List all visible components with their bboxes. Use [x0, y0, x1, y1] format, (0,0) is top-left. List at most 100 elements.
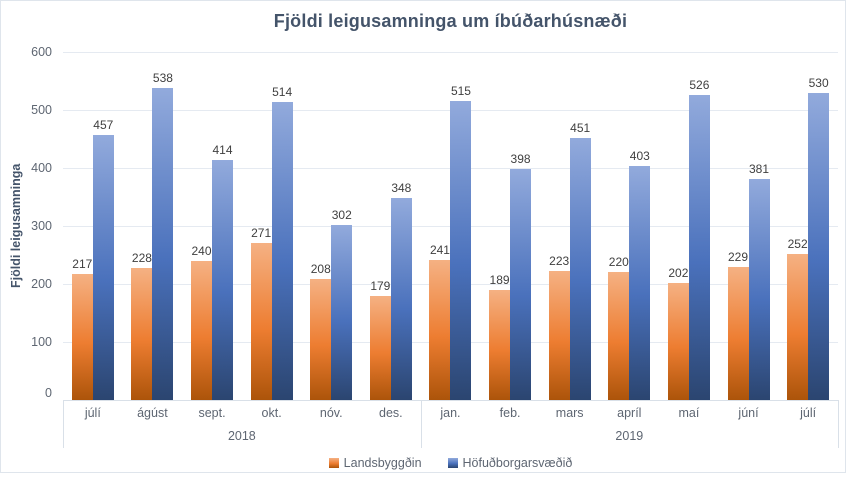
- chart-title: Fjöldi leigusamninga um íbúðarhúsnæði: [273, 11, 628, 31]
- bar-hofudborgarsvaedid: [450, 101, 472, 400]
- bar-group: 202 526: [659, 52, 719, 400]
- y-tick-label: 100: [31, 335, 52, 349]
- bar-wrap: 530: [808, 76, 830, 400]
- bar-landsbyggdin: [787, 253, 809, 400]
- bar-group: 179 348: [361, 52, 421, 400]
- bar-hofudborgarsvaedid: [808, 92, 830, 400]
- year-label: 2019: [615, 429, 644, 443]
- axis-separator: [420, 400, 422, 448]
- bar-wrap: 457: [92, 118, 114, 400]
- bar-landsbyggdin: [429, 260, 451, 400]
- bar-group: 271 514: [242, 52, 302, 400]
- bar-group: 208 302: [301, 52, 361, 400]
- bar-group: 240 414: [182, 52, 242, 400]
- bar-hofudborgarsvaedid: [629, 166, 651, 400]
- bar-value-label: 189: [489, 273, 510, 288]
- y-tick-label: 0: [45, 386, 52, 400]
- bar-wrap: 179: [369, 279, 391, 400]
- x-tick-label: jan.: [440, 406, 461, 420]
- bar-landsbyggdin: [250, 242, 272, 400]
- bar-value-label: 348: [391, 181, 412, 196]
- x-tick-label: feb.: [499, 406, 521, 420]
- bar-value-label: 229: [727, 250, 749, 265]
- bar-hofudborgarsvaedid: [390, 198, 412, 400]
- y-axis: 0 100 200 300 400 500 600: [0, 45, 56, 400]
- x-tick-label: apríl: [617, 406, 642, 420]
- bar-value-label: 202: [668, 265, 689, 280]
- bar-value-label: 302: [331, 207, 352, 222]
- bar-wrap: 189: [489, 273, 511, 400]
- bar-value-label: 514: [272, 84, 293, 99]
- bar-hofudborgarsvaedid: [331, 224, 353, 400]
- bar-hofudborgarsvaedid: [510, 169, 532, 400]
- x-tick-label: des.: [379, 406, 403, 420]
- legend-swatch: [447, 458, 458, 468]
- bar-landsbyggdin: [191, 260, 213, 400]
- bar-group: 223 451: [540, 52, 600, 400]
- axis-separator: [63, 400, 64, 448]
- legend-swatch: [328, 458, 339, 468]
- bar-value-label: 457: [93, 117, 114, 132]
- bar-wrap: 252: [787, 237, 809, 400]
- bar-value-label: 240: [191, 243, 212, 258]
- bar-landsbyggdin: [131, 267, 153, 400]
- x-tick-label: mars: [555, 406, 584, 420]
- bar-group: 228 538: [123, 52, 183, 400]
- axis-separator: [838, 400, 839, 448]
- bar-hofudborgarsvaedid: [688, 94, 710, 400]
- bar-landsbyggdin: [727, 267, 749, 400]
- plot-area: 217 457 228 538 240 414 271 514 208 302 179 348 241 5…: [63, 51, 838, 400]
- bar-group: 252 530: [778, 52, 838, 400]
- bar-wrap: 271: [250, 226, 272, 400]
- legend-label: Landsbyggðin: [343, 456, 422, 470]
- y-tick-label: 300: [31, 219, 52, 233]
- bar-value-label: 530: [808, 75, 829, 90]
- bar-wrap: 381: [748, 162, 770, 400]
- bar-value-label: 220: [608, 255, 629, 270]
- year-label: 2018: [227, 429, 256, 443]
- bar-landsbyggdin: [71, 274, 93, 400]
- bar-groups: 217 457 228 538 240 414 271 514 208 302 179 348 241 5…: [63, 52, 838, 400]
- bar-wrap: 228: [131, 251, 153, 400]
- x-tick-label: júlí: [84, 406, 101, 420]
- bar-wrap: 526: [688, 78, 710, 400]
- bar-wrap: 302: [331, 208, 353, 400]
- bar-value-label: 515: [450, 84, 471, 99]
- bar-hofudborgarsvaedid: [569, 138, 591, 400]
- bar-value-label: 179: [370, 279, 391, 294]
- bar-value-label: 414: [212, 142, 233, 157]
- x-tick-label: okt.: [261, 406, 282, 420]
- x-tick-label: ágúst: [137, 406, 168, 420]
- bar-landsbyggdin: [310, 279, 332, 400]
- bar-hofudborgarsvaedid: [748, 179, 770, 400]
- x-tick-label: nóv.: [319, 406, 343, 420]
- bar-wrap: 398: [510, 152, 532, 400]
- x-tick-label: júní: [738, 406, 759, 420]
- legend-label: Höfuðborgarsvæðið: [462, 456, 573, 470]
- y-tick-label: 200: [31, 277, 52, 291]
- legend-item: Landsbyggðin: [328, 456, 422, 470]
- bar-wrap: 538: [152, 71, 174, 400]
- bar-landsbyggdin: [548, 270, 570, 400]
- bar-value-label: 451: [570, 121, 591, 136]
- bar-wrap: 208: [310, 262, 332, 400]
- bar-wrap: 348: [390, 181, 412, 400]
- x-tick-label: maí: [678, 406, 700, 420]
- bar-hofudborgarsvaedid: [92, 134, 114, 400]
- bar-wrap: 217: [71, 257, 93, 400]
- bar-hofudborgarsvaedid: [212, 159, 234, 400]
- bar-value-label: 381: [748, 162, 770, 176]
- bar-group: 189 398: [480, 52, 540, 400]
- bar-group: 220 403: [599, 52, 659, 400]
- bar-value-label: 241: [429, 243, 450, 258]
- bar-value-label: 398: [510, 152, 531, 167]
- bar-landsbyggdin: [369, 296, 391, 400]
- bar-value-label: 526: [689, 77, 710, 92]
- bar-group: 241 515: [421, 52, 481, 400]
- bar-landsbyggdin: [608, 272, 630, 400]
- bar-wrap: 220: [608, 255, 630, 400]
- gridline: [63, 51, 838, 53]
- bar-wrap: 223: [548, 254, 570, 400]
- bar-value-label: 217: [72, 257, 93, 272]
